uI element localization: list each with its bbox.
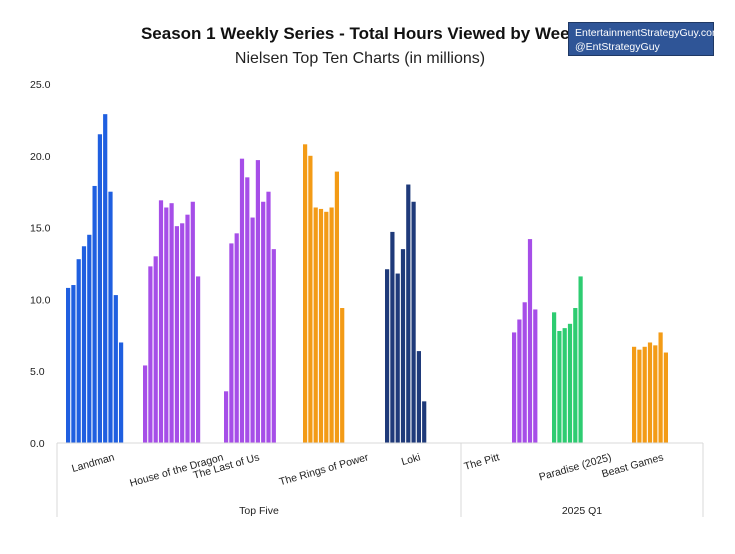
bar <box>632 346 637 443</box>
category-label: Paradise (2025) <box>538 451 613 483</box>
bar <box>395 273 400 443</box>
y-tick-label: 10.0 <box>30 294 51 306</box>
group-label: 2025 Q1 <box>562 505 602 517</box>
bar <box>234 233 239 443</box>
bar <box>303 144 308 443</box>
bar <box>400 249 406 443</box>
chart-title: Season 1 Weekly Series - Total Hours Vie… <box>140 24 580 43</box>
category-label: Landman <box>70 451 116 475</box>
bar <box>390 231 395 443</box>
bar <box>573 308 578 443</box>
y-tick-label: 20.0 <box>30 151 51 163</box>
bar <box>245 177 250 443</box>
bar <box>642 346 647 443</box>
bar <box>406 184 411 443</box>
bar <box>119 342 124 443</box>
bar <box>76 259 81 443</box>
bar <box>522 302 527 443</box>
bar <box>517 319 522 443</box>
bar <box>148 266 153 443</box>
bar <box>527 239 533 443</box>
bar <box>255 160 260 443</box>
bar <box>334 171 339 443</box>
y-tick-label: 5.0 <box>30 366 45 378</box>
bar <box>87 234 92 443</box>
bar <box>103 114 108 443</box>
brand-box: EntertainmentStrategyGuy.com @EntStrateg… <box>568 22 721 56</box>
y-tick-label: 0.0 <box>30 438 45 450</box>
chart-subtitle: Nielsen Top Ten Charts (in millions) <box>234 50 486 67</box>
bar <box>158 200 164 443</box>
bar <box>422 401 427 443</box>
brand-handle: @EntStrategyGuy <box>575 41 660 53</box>
bar <box>329 207 334 443</box>
brand-website: EntertainmentStrategyGuy.com <box>575 27 721 39</box>
bar <box>224 391 229 443</box>
bar <box>71 285 76 443</box>
bar <box>318 208 324 443</box>
bar <box>164 207 169 443</box>
bar <box>174 226 179 443</box>
bar <box>385 269 390 443</box>
bar <box>533 309 538 443</box>
bar <box>81 246 87 443</box>
bar <box>66 287 71 443</box>
bar <box>239 158 245 443</box>
bar <box>557 330 562 443</box>
bar <box>261 201 266 443</box>
bar <box>658 332 663 443</box>
bar <box>411 201 416 443</box>
bar <box>416 351 421 443</box>
bar <box>113 295 118 443</box>
bar <box>97 134 102 443</box>
bar <box>512 332 517 443</box>
category-label: The Rings of Power <box>278 451 370 488</box>
bar <box>271 249 276 443</box>
bar <box>196 276 201 443</box>
bar <box>190 201 195 443</box>
bar <box>340 308 345 443</box>
bar <box>143 365 148 443</box>
bar <box>562 328 567 443</box>
bar <box>229 243 234 443</box>
bar <box>663 352 668 443</box>
bar <box>313 207 318 443</box>
bar <box>108 191 113 443</box>
bar <box>552 312 557 443</box>
category-label: The Pitt <box>463 451 501 473</box>
group-label: Top Five <box>239 505 279 517</box>
bar <box>153 256 158 443</box>
bar <box>180 223 185 443</box>
bar <box>266 191 271 443</box>
bar <box>637 349 642 443</box>
bar <box>250 217 255 443</box>
bar <box>567 323 573 443</box>
bar <box>578 276 583 443</box>
y-tick-label: 15.0 <box>30 223 51 235</box>
bar <box>92 185 97 443</box>
bar <box>653 345 658 443</box>
bar <box>308 155 313 444</box>
category-label: Loki <box>400 451 422 468</box>
bar <box>324 211 329 443</box>
bar <box>169 203 174 443</box>
y-tick-label: 25.0 <box>30 79 51 91</box>
bar <box>185 214 190 443</box>
bar <box>647 342 653 443</box>
